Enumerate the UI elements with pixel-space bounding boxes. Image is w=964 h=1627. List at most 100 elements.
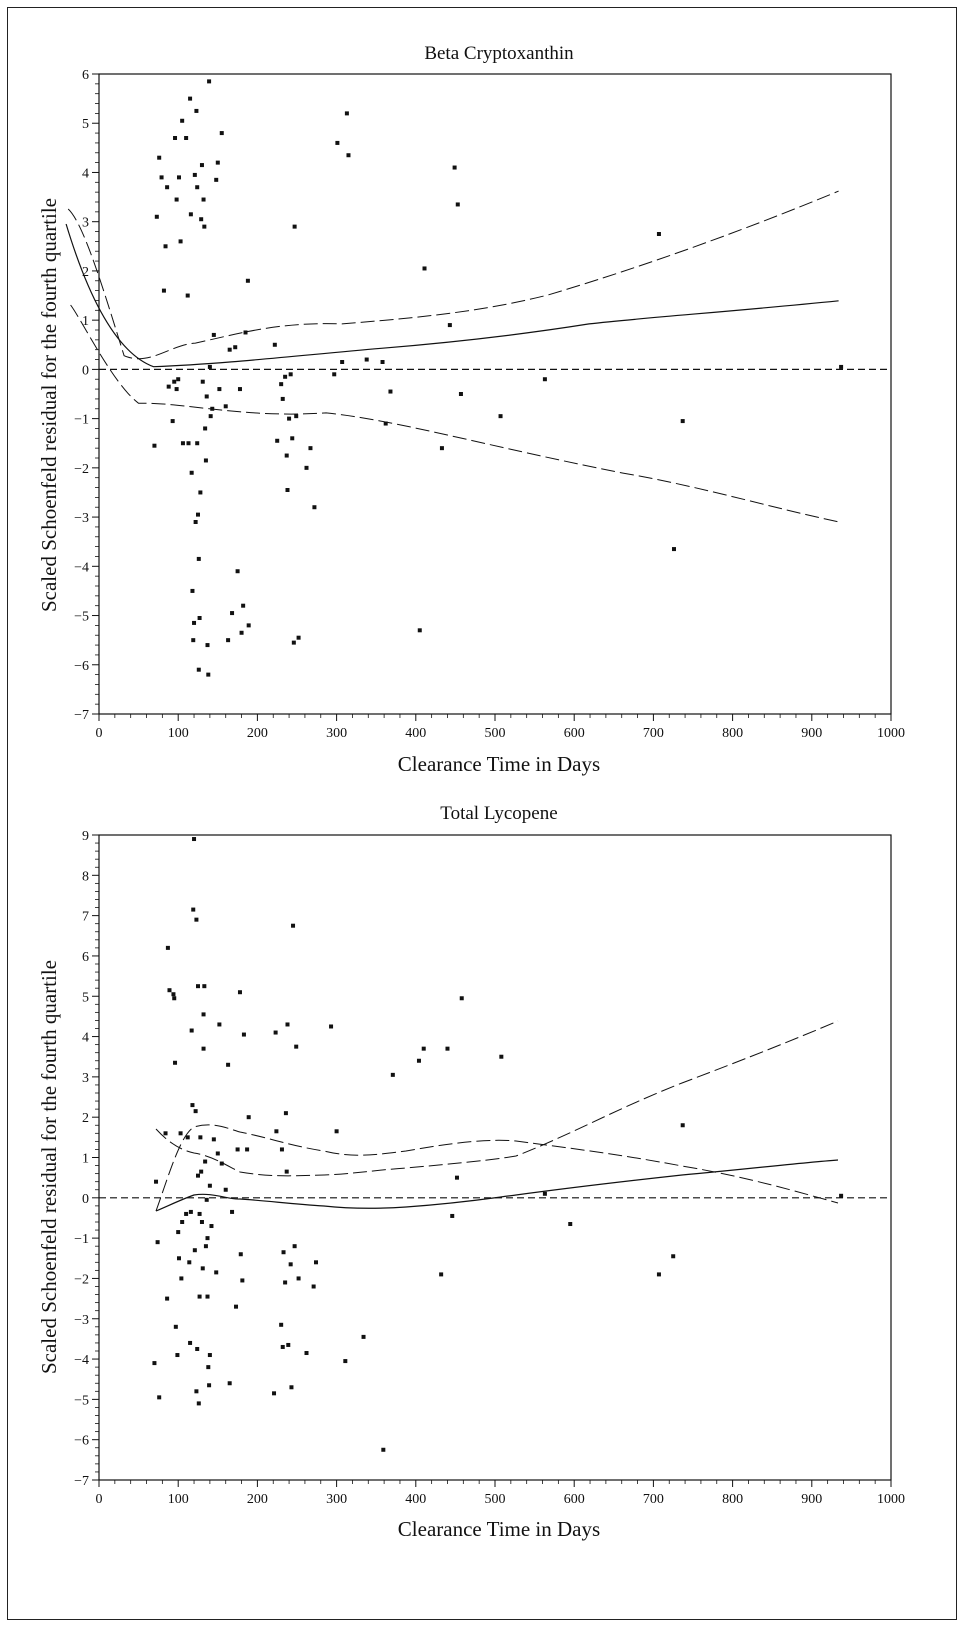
- data-point: [223, 1187, 228, 1192]
- y-tick-label: 6: [82, 950, 89, 965]
- data-point: [187, 1260, 192, 1265]
- data-point: [165, 945, 170, 950]
- data-point: [193, 520, 198, 524]
- data-point: [214, 177, 219, 182]
- x-tick-label: 300: [326, 1492, 347, 1507]
- axis-ticks: 0 100 200 300 400 500 600 700 800 900 1000 −7 −6 −5 −4…: [74, 829, 905, 1507]
- y-tick-label: −6: [74, 1434, 89, 1449]
- data-point: [200, 1266, 205, 1271]
- lower-confidence-band: [70, 304, 839, 523]
- y-tick-label: 3: [82, 1071, 89, 1086]
- data-point: [195, 1346, 200, 1351]
- data-point: [214, 1270, 219, 1275]
- data-point: [280, 396, 285, 401]
- data-point: [343, 1359, 348, 1364]
- data-point: [680, 419, 685, 424]
- data-point: [656, 1272, 661, 1277]
- data-point: [178, 1131, 183, 1136]
- x-tick-label: 700: [643, 1492, 664, 1507]
- data-point: [196, 512, 200, 517]
- data-point: [314, 1260, 319, 1265]
- y-tick-label: −2: [74, 1272, 89, 1287]
- data-point: [205, 1236, 210, 1241]
- data-point: [201, 197, 206, 202]
- data-point: [292, 1244, 297, 1249]
- data-point: [291, 640, 296, 645]
- y-tick-label: −7: [74, 708, 89, 723]
- data-point: [152, 443, 157, 448]
- data-point: [240, 1278, 245, 1283]
- data-point: [207, 1183, 212, 1188]
- x-tick-label: 0: [96, 726, 103, 741]
- data-point: [157, 1395, 162, 1400]
- y-tick-label: 2: [82, 1111, 89, 1126]
- data-point: [207, 364, 212, 369]
- data-point: [202, 224, 207, 229]
- y-tick-label: 4: [82, 1031, 89, 1046]
- data-point: [542, 377, 547, 382]
- data-point: [283, 374, 288, 379]
- data-point: [498, 414, 503, 419]
- data-point: [192, 620, 197, 625]
- y-tick-label: 5: [82, 990, 89, 1005]
- data-point: [680, 1123, 685, 1128]
- data-point: [152, 1361, 157, 1366]
- data-point: [230, 611, 235, 616]
- data-point: [239, 630, 244, 635]
- x-tick-label: 800: [722, 1492, 743, 1507]
- upper-confidence-band: [155, 1020, 839, 1177]
- x-tick-label: 200: [247, 726, 268, 741]
- data-point: [390, 1072, 395, 1077]
- data-point: [192, 172, 197, 177]
- data-point: [190, 588, 195, 593]
- x-tick-label: 700: [643, 726, 664, 741]
- data-point: [226, 1062, 231, 1067]
- data-point: [422, 266, 427, 271]
- data-point: [294, 1044, 299, 1049]
- data-point: [344, 111, 349, 116]
- y-tick-label: 1: [82, 1152, 89, 1167]
- x-tick-label: 100: [168, 1492, 189, 1507]
- data-point: [287, 416, 292, 421]
- data-point: [195, 185, 200, 190]
- x-axis-label: Clearance Time in Days: [398, 752, 600, 776]
- data-point: [210, 406, 215, 411]
- data-point: [180, 441, 185, 446]
- x-tick-label: 300: [326, 726, 347, 741]
- data-point: [176, 175, 181, 180]
- data-point: [286, 1342, 291, 1347]
- data-point: [417, 628, 422, 633]
- data-point: [308, 446, 313, 451]
- data-point: [292, 224, 297, 229]
- data-point: [186, 441, 191, 446]
- data-point: [335, 140, 340, 145]
- data-point: [196, 556, 201, 561]
- data-point: [235, 1147, 240, 1152]
- y-tick-label: −1: [74, 1232, 89, 1247]
- y-tick-label: −3: [74, 511, 89, 526]
- x-tick-label: 600: [564, 1492, 585, 1507]
- data-point: [204, 394, 209, 399]
- data-point: [279, 382, 284, 387]
- panel-total-lycopene: Total Lycopene Scaled Schoenfeld residua…: [37, 803, 905, 1541]
- data-point: [184, 136, 189, 140]
- data-point: [246, 623, 251, 628]
- data-point: [196, 984, 200, 989]
- x-tick-label: 0: [96, 1492, 103, 1507]
- data-point: [154, 214, 159, 219]
- y-tick-label: 7: [82, 910, 89, 925]
- plot-area: [98, 73, 892, 715]
- data-point: [195, 441, 200, 446]
- data-point: [346, 153, 351, 158]
- y-tick-label: 1: [82, 314, 89, 329]
- data-point: [173, 136, 178, 140]
- x-tick-label: 400: [405, 1492, 426, 1507]
- y-tick-label: 9: [82, 829, 89, 844]
- data-point: [279, 1322, 284, 1327]
- x-tick-label: 900: [801, 726, 822, 741]
- data-point: [364, 357, 369, 362]
- data-point: [383, 421, 388, 426]
- data-point: [272, 1391, 277, 1396]
- x-tick-label: 800: [722, 726, 743, 741]
- data-point: [304, 465, 309, 470]
